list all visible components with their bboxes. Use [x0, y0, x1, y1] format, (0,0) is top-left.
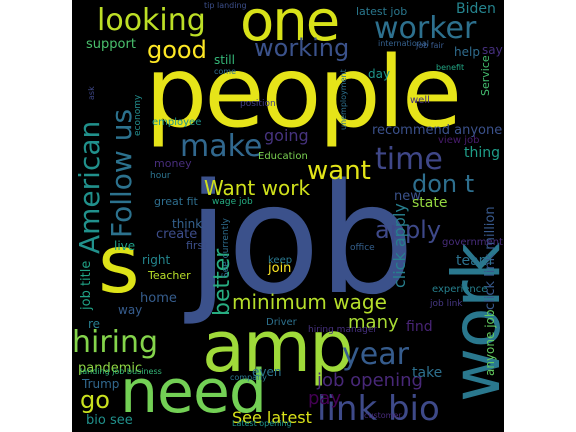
cloud-word-recommend-anyone: recommend anyone — [372, 123, 503, 138]
cloud-word-job-title: job title — [79, 260, 94, 310]
cloud-word-service: Service — [479, 55, 492, 96]
cloud-word-time: time — [375, 142, 443, 177]
cloud-word-employee: employee — [152, 117, 202, 128]
cloud-word-driver: Driver — [266, 317, 297, 328]
cloud-word-education: Education — [258, 151, 308, 162]
cloud-word-state: state — [412, 195, 448, 211]
cloud-word-say: say — [482, 43, 503, 57]
cloud-word-year: year — [342, 337, 409, 372]
cloud-word-american: American — [73, 120, 106, 254]
cloud-word-go: go — [80, 386, 110, 414]
cloud-word-day: day — [368, 67, 391, 81]
cloud-word-need: need — [120, 357, 267, 427]
cloud-word-economy: economy — [133, 94, 143, 136]
cloud-word-dont: don t — [412, 170, 475, 198]
cloud-word-office: office — [350, 243, 375, 253]
cloud-word-job-fair: job fair — [416, 41, 444, 50]
cloud-word-view-job: view job — [438, 135, 480, 146]
cloud-word-biden: Biden — [456, 1, 496, 17]
cloud-word-pandemic: pandemic — [78, 361, 143, 376]
cloud-word-make: make — [180, 129, 263, 164]
cloud-word-see-currently: See currently — [221, 218, 231, 278]
cloud-word-landing-job-business: landing job business — [80, 367, 162, 376]
cloud-word-job-opening: job opening — [317, 370, 423, 391]
cloud-word-amp: amp — [202, 306, 354, 388]
cloud-word-team: team — [456, 253, 493, 269]
cloud-word-customer: customer — [364, 411, 402, 420]
cloud-word-good: good — [147, 36, 207, 64]
cloud-word-looking: looking — [97, 3, 206, 38]
cloud-word-teacher: Teacher — [148, 269, 191, 282]
cloud-word-minimum-wage: minimum wage — [232, 290, 387, 314]
cloud-word-worker: worker — [374, 11, 477, 46]
cloud-word-hiring-manager: hiring manager — [308, 325, 378, 335]
cloud-word-benefit: benefit — [436, 63, 465, 72]
cloud-word-new: new — [394, 189, 421, 204]
cloud-word-international: international — [378, 39, 429, 48]
cloud-word-experience: experience — [432, 284, 488, 295]
cloud-word-take: take — [412, 365, 443, 381]
cloud-word-join: join — [268, 261, 292, 276]
cloud-word-working: working — [254, 34, 350, 62]
cloud-word-money: money — [154, 157, 192, 170]
cloud-word-people: people — [145, 36, 462, 150]
cloud-word-click-apply: click apply — [390, 203, 409, 288]
cloud-word-latest-job: latest job — [356, 5, 408, 18]
cloud-word-trump: Trump — [82, 377, 120, 391]
cloud-word-create: create — [156, 227, 198, 242]
cloud-word-link-bio: link bio — [317, 389, 440, 429]
cloud-word-want-work: Want work — [204, 176, 311, 200]
cloud-word-unemployment: unemployment — [339, 69, 348, 130]
cloud-word-find: find — [406, 319, 433, 335]
cloud-word-see-latest: See latest — [232, 408, 312, 427]
cloud-word-one: one — [240, 0, 340, 54]
cloud-word-hiring: hiring — [72, 325, 159, 360]
cloud-word-company: company — [230, 373, 267, 382]
cloud-word-right: right — [142, 253, 171, 267]
cloud-word-tip-landing: tip landing — [204, 1, 247, 10]
cloud-word-re: re — [88, 317, 101, 331]
cloud-word-even: even — [252, 365, 282, 379]
cloud-word-want: want — [307, 156, 371, 186]
cloud-word-apply: apply — [375, 216, 442, 244]
cloud-word-thing: thing — [464, 145, 501, 161]
cloud-word-latest-opening: Latest opening — [232, 419, 292, 428]
cloud-word-position: position — [240, 99, 276, 109]
cloud-word-first: first — [186, 239, 208, 252]
cloud-word-bio-see: bio see — [86, 413, 133, 428]
cloud-word-many: many — [348, 312, 399, 333]
cloud-word-follow-us: Follow us — [105, 108, 138, 238]
cloud-word-going: going — [264, 126, 309, 145]
cloud-word-job-link: job link — [430, 299, 463, 309]
cloud-word-great-fit: great fit — [154, 195, 198, 208]
word-cloud-canvas: job people amp work need one s link bio … — [72, 0, 504, 432]
cloud-word-well: well — [410, 95, 430, 106]
cloud-word-still: still — [214, 53, 235, 67]
cloud-word-ask: ask — [87, 86, 96, 100]
cloud-word-come: come — [214, 67, 237, 76]
cloud-word-wage-job: wage job — [212, 197, 253, 207]
cloud-word-keep: keep — [268, 255, 293, 266]
cloud-word-way: way — [118, 303, 143, 317]
cloud-word-live: live — [114, 239, 136, 253]
cloud-word-help: help — [454, 45, 480, 59]
cloud-word-s: s — [98, 218, 140, 311]
cloud-word-anyone-job: anyone job — [483, 309, 497, 377]
cloud-word-home: home — [140, 291, 177, 306]
cloud-word-think: think — [172, 217, 203, 231]
cloud-word-pay: pay — [308, 388, 342, 409]
cloud-word-government: government — [442, 237, 503, 248]
cloud-word-support: support — [86, 37, 136, 52]
cloud-word-hour: hour — [150, 171, 171, 181]
cloud-word-job: job — [187, 151, 415, 328]
